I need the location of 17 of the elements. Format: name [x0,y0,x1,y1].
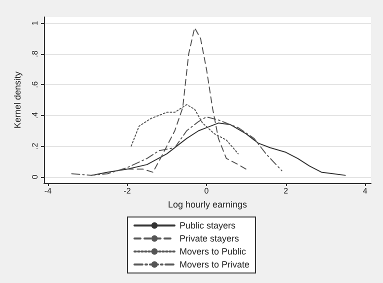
legend-label: Private stayers [179,234,240,244]
y-tick-label: .6 [30,80,40,88]
x-tick-label: 4 [362,186,368,196]
y-tick-label: 1 [30,20,40,26]
x-axis-title: Log hourly earnings [168,199,248,210]
legend-label: Movers to Private [179,260,250,270]
y-tick-label: 0 [30,174,40,180]
y-axis-title: Kernel density [12,70,22,129]
y-tick-label: .8 [30,50,40,58]
y-tick-label: .2 [30,142,40,150]
x-tick-label: 2 [284,186,289,196]
x-tick-label: -4 [44,186,52,196]
y-tick-label: .4 [30,111,40,119]
legend-label: Public stayers [179,220,236,230]
legend-label: Movers to Public [179,246,247,256]
x-tick-label: 0 [204,186,210,196]
x-tick-label: -2 [124,186,132,196]
